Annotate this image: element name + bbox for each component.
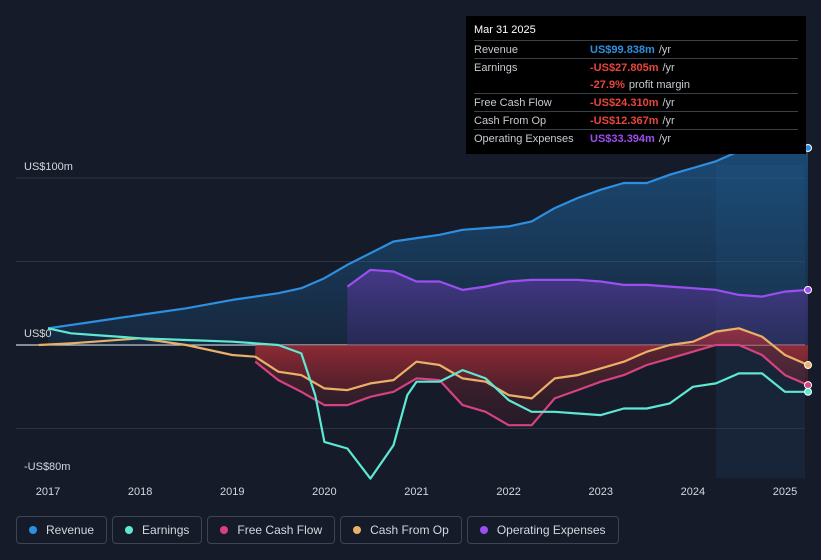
y-tick-label: US$100m (24, 161, 73, 173)
legend-label: Operating Expenses (496, 523, 606, 537)
free-cash-flow-end-point (804, 381, 813, 390)
tooltip-unit: /yr (658, 43, 672, 56)
tooltip-unit: /yr (662, 96, 675, 109)
legend-label: Revenue (46, 523, 95, 537)
legend-item-free-cash-flow[interactable]: Free Cash Flow (207, 516, 336, 544)
free-cash-flow-area (255, 345, 809, 426)
tooltip-value: -US$27.805m (590, 61, 659, 74)
tooltip-row: Earnings -US$27.805m/yr (474, 58, 798, 76)
tooltip-value: -US$24.310m (590, 96, 659, 109)
data-tooltip: Mar 31 2025 Revenue US$99.838m/yr Earnings… (466, 16, 806, 154)
tooltip-value: US$33.394m (590, 132, 655, 145)
x-tick-label: 2019 (220, 486, 244, 498)
legend-dot-icon (479, 526, 488, 534)
legend-label: Free Cash Flow (237, 523, 323, 537)
x-tick-label: 2018 (128, 486, 152, 498)
financials-chart: US$100m US$0 -US$80m 2017 2018 2019 2020 2021 20… (16, 143, 813, 498)
earnings-line (47, 327, 808, 480)
tooltip-row: Revenue US$99.838m/yr (474, 40, 798, 58)
tooltip-date: Mar 31 2025 (474, 24, 536, 36)
tooltip-value: -27.9% (590, 78, 625, 91)
tooltip-value: US$99.838m (590, 43, 655, 56)
x-tick-label: 2022 (496, 486, 520, 498)
tooltip-row: Operating Expenses US$33.394m/yr (474, 129, 798, 147)
legend-label: Cash From Op (370, 523, 449, 537)
tooltip-value: -US$12.367m (590, 114, 659, 127)
tooltip-unit: /yr (662, 114, 675, 127)
x-tick-label: 2024 (681, 486, 705, 498)
legend-dot-icon (220, 526, 229, 534)
operating-expenses-end-point (804, 285, 813, 294)
earnings-end-point (804, 387, 813, 396)
tooltip-label: Free Cash Flow (474, 96, 552, 109)
legend-item-operating-expenses[interactable]: Operating Expenses (466, 516, 619, 544)
x-tick-label: 2020 (312, 486, 336, 498)
legend-dot-icon (29, 526, 37, 534)
tooltip-row: -27.9% profit margin (474, 76, 798, 93)
tooltip-label: Earnings (474, 61, 518, 74)
legend-item-earnings[interactable]: Earnings (112, 516, 203, 544)
legend-label: Earnings (142, 523, 190, 537)
legend-dot-icon (125, 526, 134, 534)
x-tick-label: 2021 (404, 486, 428, 498)
x-tick-label: 2023 (589, 486, 613, 498)
cash-from-op-line (38, 327, 809, 400)
free-cash-flow-line (254, 343, 809, 427)
y-tick-label: US$0 (24, 328, 52, 340)
tooltip-unit: profit margin (628, 78, 690, 91)
revenue-line (47, 146, 808, 330)
operating-expenses-line (346, 268, 809, 298)
tooltip-unit: /yr (658, 132, 672, 145)
cash-from-op-end-point (804, 361, 813, 370)
tooltip-label: Operating Expenses (474, 132, 574, 145)
y-tick-label: -US$80m (24, 461, 70, 473)
tooltip-unit: /yr (662, 61, 675, 74)
tooltip-row: Free Cash Flow -US$24.310m/yr (474, 93, 798, 111)
tooltip-label: Revenue (474, 43, 519, 56)
x-tick-label: 2025 (773, 486, 797, 498)
tooltip-row: Cash From Op -US$12.367m/yr (474, 111, 798, 129)
legend-dot-icon (353, 526, 362, 534)
x-tick-label: 2017 (36, 486, 60, 498)
chart-legend: Revenue Earnings Free Cash Flow Cash From O… (16, 516, 619, 544)
legend-item-cash-from-op[interactable]: Cash From Op (340, 516, 462, 544)
legend-item-revenue[interactable]: Revenue (16, 516, 108, 544)
tooltip-label: Cash From Op (474, 114, 547, 127)
